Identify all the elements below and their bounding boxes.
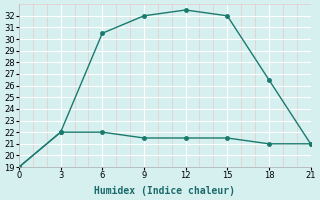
X-axis label: Humidex (Indice chaleur): Humidex (Indice chaleur) — [94, 186, 235, 196]
